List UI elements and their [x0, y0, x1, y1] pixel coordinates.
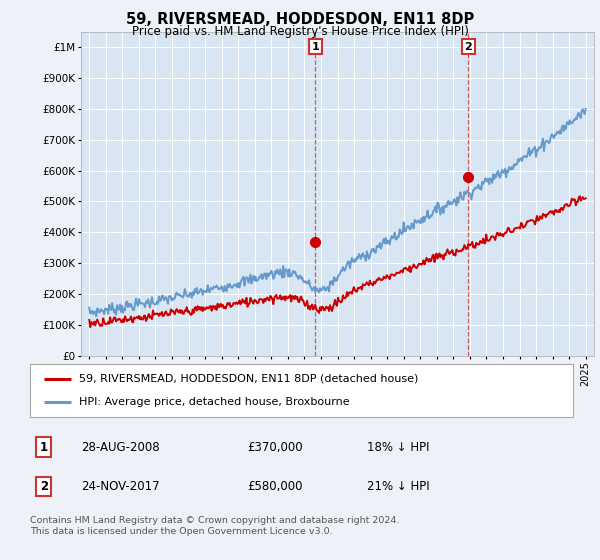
- Text: 21% ↓ HPI: 21% ↓ HPI: [367, 480, 429, 493]
- Text: 18% ↓ HPI: 18% ↓ HPI: [367, 441, 429, 454]
- Text: Contains HM Land Registry data © Crown copyright and database right 2024.
This d: Contains HM Land Registry data © Crown c…: [30, 516, 400, 536]
- Text: 24-NOV-2017: 24-NOV-2017: [82, 480, 160, 493]
- Text: 2: 2: [40, 480, 48, 493]
- Text: 59, RIVERSMEAD, HODDESDON, EN11 8DP (detached house): 59, RIVERSMEAD, HODDESDON, EN11 8DP (det…: [79, 374, 418, 384]
- Text: Price paid vs. HM Land Registry's House Price Index (HPI): Price paid vs. HM Land Registry's House …: [131, 25, 469, 38]
- Text: 2: 2: [464, 41, 472, 52]
- Text: 1: 1: [311, 41, 319, 52]
- Text: 28-AUG-2008: 28-AUG-2008: [82, 441, 160, 454]
- Text: 1: 1: [40, 441, 48, 454]
- Text: £370,000: £370,000: [247, 441, 303, 454]
- Text: HPI: Average price, detached house, Broxbourne: HPI: Average price, detached house, Brox…: [79, 397, 349, 407]
- Text: £580,000: £580,000: [247, 480, 303, 493]
- Text: 59, RIVERSMEAD, HODDESDON, EN11 8DP: 59, RIVERSMEAD, HODDESDON, EN11 8DP: [126, 12, 474, 27]
